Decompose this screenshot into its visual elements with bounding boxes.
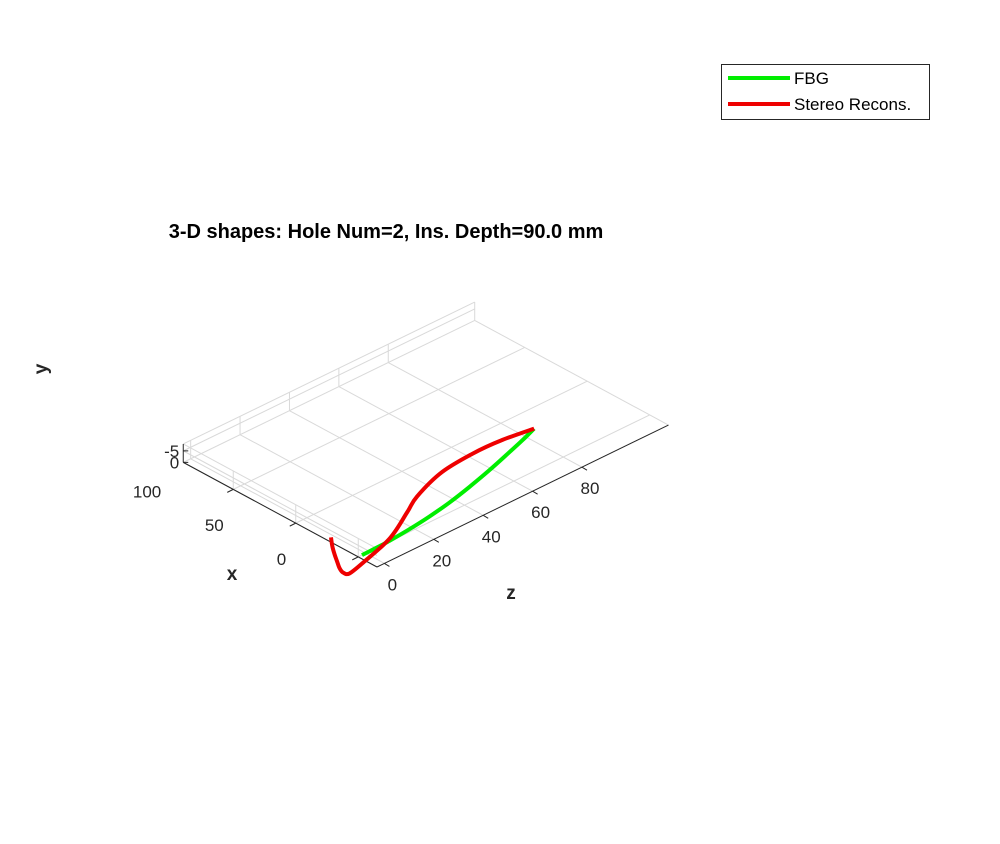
x-tick-label: 0 <box>277 550 286 569</box>
legend: FBG Stereo Recons. <box>721 64 930 120</box>
floor-gridline-z <box>338 386 533 492</box>
x-tick-label: 50 <box>205 516 224 535</box>
panel-border <box>183 443 378 550</box>
chart-title: 3-D shapes: Hole Num=2, Ins. Depth=90.0 … <box>169 221 604 243</box>
floor-gridline-x <box>358 414 650 558</box>
z-tick-label: 80 <box>581 479 600 498</box>
x-tick-mark <box>352 556 359 561</box>
legend-label-fbg: FBG <box>794 69 829 88</box>
z-tick-label: 20 <box>432 551 451 570</box>
data-series <box>329 426 536 577</box>
side-wall-gridline-y <box>183 450 378 556</box>
z-axis-label: z <box>506 583 516 604</box>
z-axis-line <box>376 424 669 568</box>
z-tick-mark <box>482 514 489 519</box>
panel-border <box>474 319 669 426</box>
floor-gridline-z <box>190 458 385 564</box>
panel-border <box>183 301 475 445</box>
z-tick-mark <box>581 466 588 471</box>
x-tick-label: 100 <box>133 482 161 501</box>
grid-lines <box>183 301 669 568</box>
axes <box>182 424 669 568</box>
x-axis-label: x <box>227 564 238 585</box>
series-line-stereo-recons <box>329 426 535 577</box>
z-tick-label: 0 <box>388 575 397 594</box>
legend-box <box>721 64 930 120</box>
floor-gridline-x <box>233 346 525 490</box>
back-wall-gridline-y <box>183 308 475 452</box>
y-tick-label: -5 <box>164 442 179 461</box>
z-tick-mark <box>384 562 390 567</box>
back-wall-gridline-y <box>183 319 475 463</box>
floor-gridline-z <box>388 362 583 468</box>
y-tick-label: 0 <box>170 453 179 472</box>
z-tick-label: 60 <box>531 503 550 522</box>
series-line-fbg <box>361 427 536 557</box>
x-tick-mark <box>289 522 296 527</box>
z-tick-mark <box>532 490 538 495</box>
x-tick-mark <box>227 488 234 493</box>
x-axis-line <box>183 461 378 568</box>
z-tick-mark <box>433 538 440 543</box>
floor-gridline-z <box>289 410 484 516</box>
legend-label-stereo-recons: Stereo Recons. <box>794 95 911 114</box>
floor-gridline-x <box>295 380 588 524</box>
z-tick-label: 40 <box>482 527 501 546</box>
y-axis-label: y <box>31 363 52 374</box>
